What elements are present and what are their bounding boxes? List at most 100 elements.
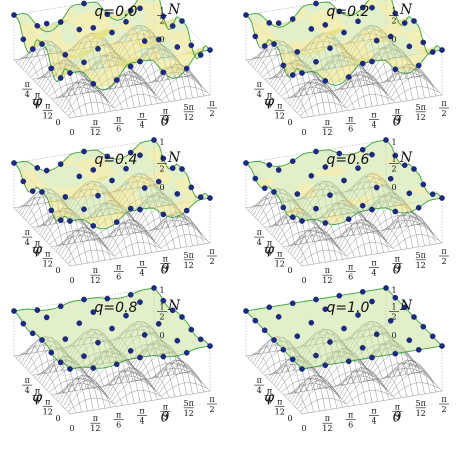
data-marker bbox=[11, 12, 17, 18]
data-marker bbox=[81, 206, 87, 213]
marker-points bbox=[243, 285, 445, 372]
data-marker bbox=[174, 337, 181, 344]
n-axis-label: N bbox=[167, 2, 181, 18]
svg-text:1: 1 bbox=[391, 7, 396, 16]
svg-text:π: π bbox=[395, 107, 400, 116]
svg-text:π: π bbox=[277, 397, 282, 406]
data-marker bbox=[373, 37, 380, 44]
data-marker bbox=[20, 320, 27, 327]
data-marker bbox=[113, 361, 120, 368]
data-marker bbox=[67, 70, 73, 76]
phi-tick-label: π4 bbox=[254, 80, 265, 99]
svg-text:4: 4 bbox=[139, 417, 144, 426]
n-axis-label: N bbox=[399, 2, 413, 18]
svg-text:12: 12 bbox=[184, 113, 194, 122]
data-marker bbox=[359, 345, 366, 351]
data-marker bbox=[141, 185, 148, 191]
data-marker bbox=[207, 47, 213, 53]
phi-tick-label: π4 bbox=[22, 376, 33, 395]
theta-tick-label: π12 bbox=[90, 266, 100, 285]
data-marker bbox=[34, 165, 41, 171]
data-marker bbox=[174, 44, 181, 50]
svg-text:12: 12 bbox=[43, 111, 53, 120]
svg-text:π: π bbox=[371, 111, 376, 120]
theta-tick-label: π4 bbox=[137, 111, 147, 130]
svg-text:2: 2 bbox=[441, 109, 446, 118]
svg-text:5π: 5π bbox=[415, 399, 425, 408]
theta-tick-label: 0 bbox=[69, 276, 74, 285]
theta-tick-label: π3 bbox=[160, 107, 171, 126]
svg-text:6: 6 bbox=[348, 272, 353, 281]
z-tick-label: 0 bbox=[159, 35, 164, 44]
data-marker bbox=[392, 66, 399, 73]
data-marker bbox=[39, 189, 45, 195]
marker-points bbox=[243, 0, 445, 84]
phi-axis-label: φ bbox=[264, 94, 274, 110]
z-tick-label: 0 bbox=[391, 331, 396, 340]
data-marker bbox=[275, 20, 282, 26]
data-marker bbox=[169, 23, 176, 29]
svg-text:π: π bbox=[441, 395, 446, 404]
data-marker bbox=[90, 24, 97, 31]
svg-text:12: 12 bbox=[322, 128, 332, 137]
phi-axis-label: φ bbox=[32, 390, 42, 406]
svg-text:π: π bbox=[93, 266, 98, 275]
data-marker bbox=[429, 333, 436, 340]
data-marker bbox=[289, 356, 296, 363]
phi-tick-label: π12 bbox=[275, 397, 285, 416]
data-marker bbox=[39, 41, 45, 47]
theta-tick-label: π3 bbox=[392, 255, 403, 274]
data-marker bbox=[137, 299, 143, 305]
data-marker bbox=[336, 292, 343, 299]
data-marker bbox=[252, 317, 259, 324]
phi-axis-label: φ bbox=[264, 242, 274, 258]
data-marker bbox=[34, 22, 41, 29]
svg-text:12: 12 bbox=[275, 111, 285, 120]
z-tick-label: 12 bbox=[389, 7, 399, 26]
data-marker bbox=[127, 205, 134, 212]
n-axis-label: N bbox=[399, 298, 413, 314]
data-marker bbox=[401, 304, 408, 311]
svg-text:6: 6 bbox=[116, 124, 121, 133]
data-marker bbox=[280, 62, 287, 69]
data-marker bbox=[155, 320, 162, 327]
data-marker bbox=[369, 354, 375, 361]
data-marker bbox=[179, 314, 185, 320]
theta-tick-label: π4 bbox=[369, 111, 379, 130]
phi-tick-label: π6 bbox=[32, 387, 43, 406]
data-marker bbox=[415, 204, 422, 211]
data-marker bbox=[369, 58, 375, 65]
svg-text:6: 6 bbox=[348, 124, 353, 133]
data-marker bbox=[275, 167, 282, 173]
panel-title: q=1.0 bbox=[327, 300, 370, 316]
theta-tick-label: 0 bbox=[69, 128, 74, 137]
svg-text:3: 3 bbox=[395, 413, 400, 422]
data-marker bbox=[392, 152, 399, 159]
svg-text:3: 3 bbox=[163, 117, 168, 126]
data-marker bbox=[137, 354, 143, 361]
theta-axis-label: θ bbox=[393, 114, 402, 130]
data-marker bbox=[411, 18, 417, 24]
z-tick-label: 12 bbox=[157, 303, 167, 322]
data-marker bbox=[104, 295, 111, 302]
data-marker bbox=[109, 325, 115, 332]
data-marker bbox=[197, 336, 204, 343]
data-marker bbox=[188, 326, 195, 333]
data-marker bbox=[355, 312, 361, 318]
svg-text:5π: 5π bbox=[415, 103, 425, 112]
theta-tick-label: π4 bbox=[137, 259, 147, 278]
svg-text:1: 1 bbox=[159, 7, 164, 16]
svg-text:4: 4 bbox=[139, 121, 144, 130]
data-marker bbox=[197, 194, 204, 200]
data-marker bbox=[90, 223, 97, 229]
svg-text:π: π bbox=[163, 403, 168, 412]
marker-points bbox=[11, 285, 213, 372]
theta-tick-label: π6 bbox=[345, 114, 356, 133]
